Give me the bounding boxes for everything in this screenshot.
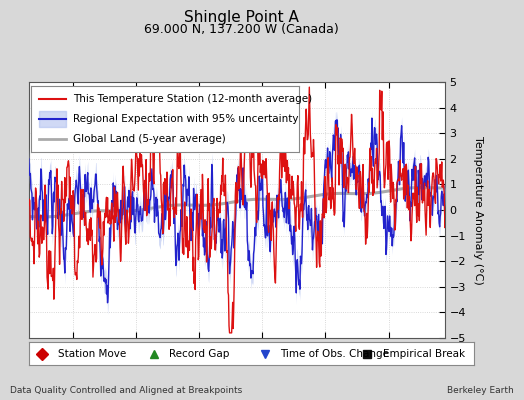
- Text: This Temperature Station (12-month average): This Temperature Station (12-month avera…: [73, 94, 312, 104]
- Text: 69.000 N, 137.200 W (Canada): 69.000 N, 137.200 W (Canada): [144, 23, 339, 36]
- Text: Empirical Break: Empirical Break: [383, 349, 465, 359]
- Text: Global Land (5-year average): Global Land (5-year average): [73, 134, 226, 144]
- Text: Shingle Point A: Shingle Point A: [183, 10, 299, 25]
- Text: Record Gap: Record Gap: [169, 349, 230, 359]
- Text: Data Quality Controlled and Aligned at Breakpoints: Data Quality Controlled and Aligned at B…: [10, 386, 243, 395]
- Text: Time of Obs. Change: Time of Obs. Change: [280, 349, 389, 359]
- Text: Station Move: Station Move: [58, 349, 126, 359]
- Y-axis label: Temperature Anomaly (°C): Temperature Anomaly (°C): [473, 136, 483, 284]
- Text: Berkeley Earth: Berkeley Earth: [447, 386, 514, 395]
- Text: Regional Expectation with 95% uncertainty: Regional Expectation with 95% uncertaint…: [73, 114, 298, 124]
